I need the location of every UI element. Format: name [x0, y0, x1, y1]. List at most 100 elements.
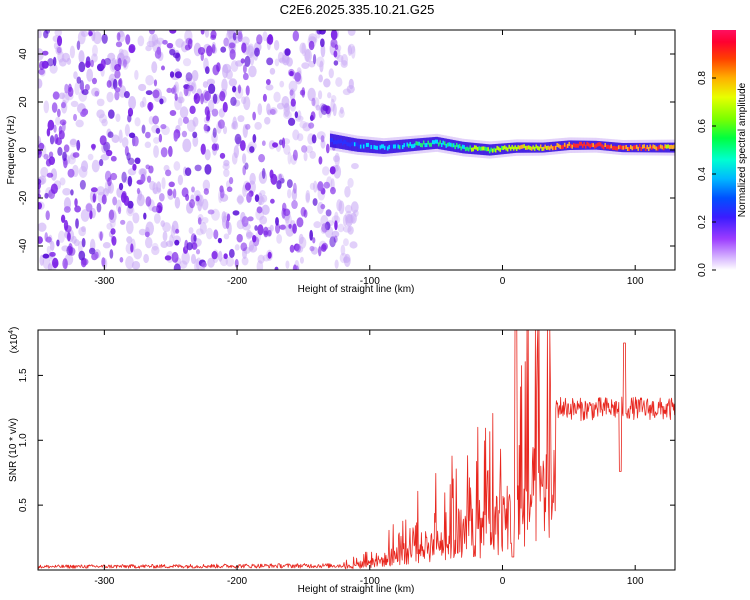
signal-core [469, 145, 472, 150]
snr-panel: -300 -200 -100 0 100 0.5 1.0 1.5 Height of str… [8, 327, 676, 595]
noise-blob [81, 89, 89, 96]
noise-blob-faint [278, 57, 287, 64]
noise-blob [123, 59, 127, 68]
noise-blob-faint [46, 245, 52, 255]
signal-core [616, 146, 619, 151]
noise-blob-faint [38, 30, 42, 39]
noise-blob-faint [218, 250, 223, 262]
noise-blob-faint [273, 39, 280, 51]
noise-blob-faint [342, 88, 351, 96]
noise-blob [74, 205, 81, 213]
noise-blob-faint [265, 84, 274, 91]
signal-core [631, 146, 634, 151]
noise-blob-faint [259, 215, 268, 225]
signal-core [478, 146, 481, 151]
noise-blob-faint [317, 90, 323, 100]
signal-core [565, 144, 568, 149]
noise-blob [300, 206, 307, 217]
noise-blob [101, 257, 106, 267]
noise-blob [254, 225, 258, 231]
noise-blob-faint [179, 106, 189, 119]
noise-blob [114, 91, 120, 101]
signal-core [371, 144, 374, 149]
signal-core [364, 143, 367, 148]
noise-blob-faint [195, 228, 204, 236]
noise-blob-faint [223, 233, 230, 240]
signal-core [575, 143, 578, 148]
noise-blob [88, 247, 96, 255]
noise-blob-faint [134, 117, 141, 127]
noise-blob [289, 89, 294, 96]
noise-blob [162, 39, 168, 45]
noise-blob [275, 223, 281, 234]
noise-blob-faint [283, 103, 290, 118]
signal-core [391, 144, 394, 149]
noise-blob [309, 229, 314, 241]
noise-blob-faint [242, 153, 247, 164]
noise-blob [148, 165, 154, 174]
noise-blob [266, 57, 274, 66]
noise-blob-faint [245, 229, 252, 240]
signal-core [340, 139, 343, 144]
noise-blob-faint [332, 155, 340, 163]
noise-blob [43, 153, 49, 160]
noise-blob-faint [58, 230, 65, 243]
signal-core [445, 143, 448, 148]
signal-core [379, 145, 382, 150]
noise-blob [68, 83, 72, 93]
signal-core [409, 142, 412, 147]
noise-blob [175, 52, 181, 62]
noise-blob [207, 209, 215, 215]
noise-blob [241, 216, 249, 227]
noise-blob-faint [182, 58, 192, 67]
noise-blob-faint [204, 30, 210, 38]
noise-blob [118, 182, 124, 191]
noise-blob [56, 46, 62, 54]
signal-core [529, 146, 532, 151]
noise-blob-faint [237, 194, 244, 205]
signal-core [514, 145, 517, 150]
signal-core [505, 146, 508, 151]
noise-blob [284, 48, 291, 56]
noise-blob [92, 193, 96, 203]
noise-blob-faint [269, 67, 276, 75]
noise-blob [174, 93, 178, 101]
noise-blob [172, 188, 177, 199]
noise-blob-faint [74, 82, 80, 96]
noise-blob [153, 79, 158, 87]
signal-core [659, 144, 662, 149]
noise-blob [217, 237, 223, 244]
noise-blob [110, 228, 116, 235]
signal-core [466, 146, 469, 151]
noise-blob [165, 169, 172, 177]
signal-core [518, 145, 521, 150]
noise-blob [114, 70, 121, 79]
signal-core [604, 143, 607, 148]
signal-core [406, 142, 409, 147]
noise-blob-faint [50, 168, 58, 181]
signal-core [493, 147, 496, 152]
noise-blob [174, 71, 182, 79]
noise-blob-faint [342, 256, 351, 263]
noise-blob-faint [40, 166, 49, 178]
noise-blob-faint [287, 151, 292, 165]
noise-blob-faint [156, 181, 162, 193]
noise-blob [246, 192, 252, 203]
noise-blob [184, 44, 191, 51]
noise-blob [211, 108, 219, 117]
signal-core [356, 142, 359, 147]
noise-blob [158, 192, 165, 202]
colorbar: 0.0 0.2 0.4 0.6 0.8 Normalized spectral ampl… [697, 30, 748, 277]
noise-blob-faint [80, 160, 89, 173]
noise-blob [203, 123, 208, 132]
noise-blob-faint [223, 159, 230, 167]
noise-blob-faint [188, 227, 194, 234]
noise-blob [281, 137, 286, 149]
noise-blob-faint [344, 210, 353, 224]
snr-plot-area [38, 330, 675, 570]
colorbar-tick-label: 0.2 [697, 215, 708, 229]
signal-core [344, 140, 347, 145]
snr-scale-label: (x104) [8, 327, 20, 354]
noise-blob [38, 202, 43, 210]
signal-core [380, 144, 383, 149]
